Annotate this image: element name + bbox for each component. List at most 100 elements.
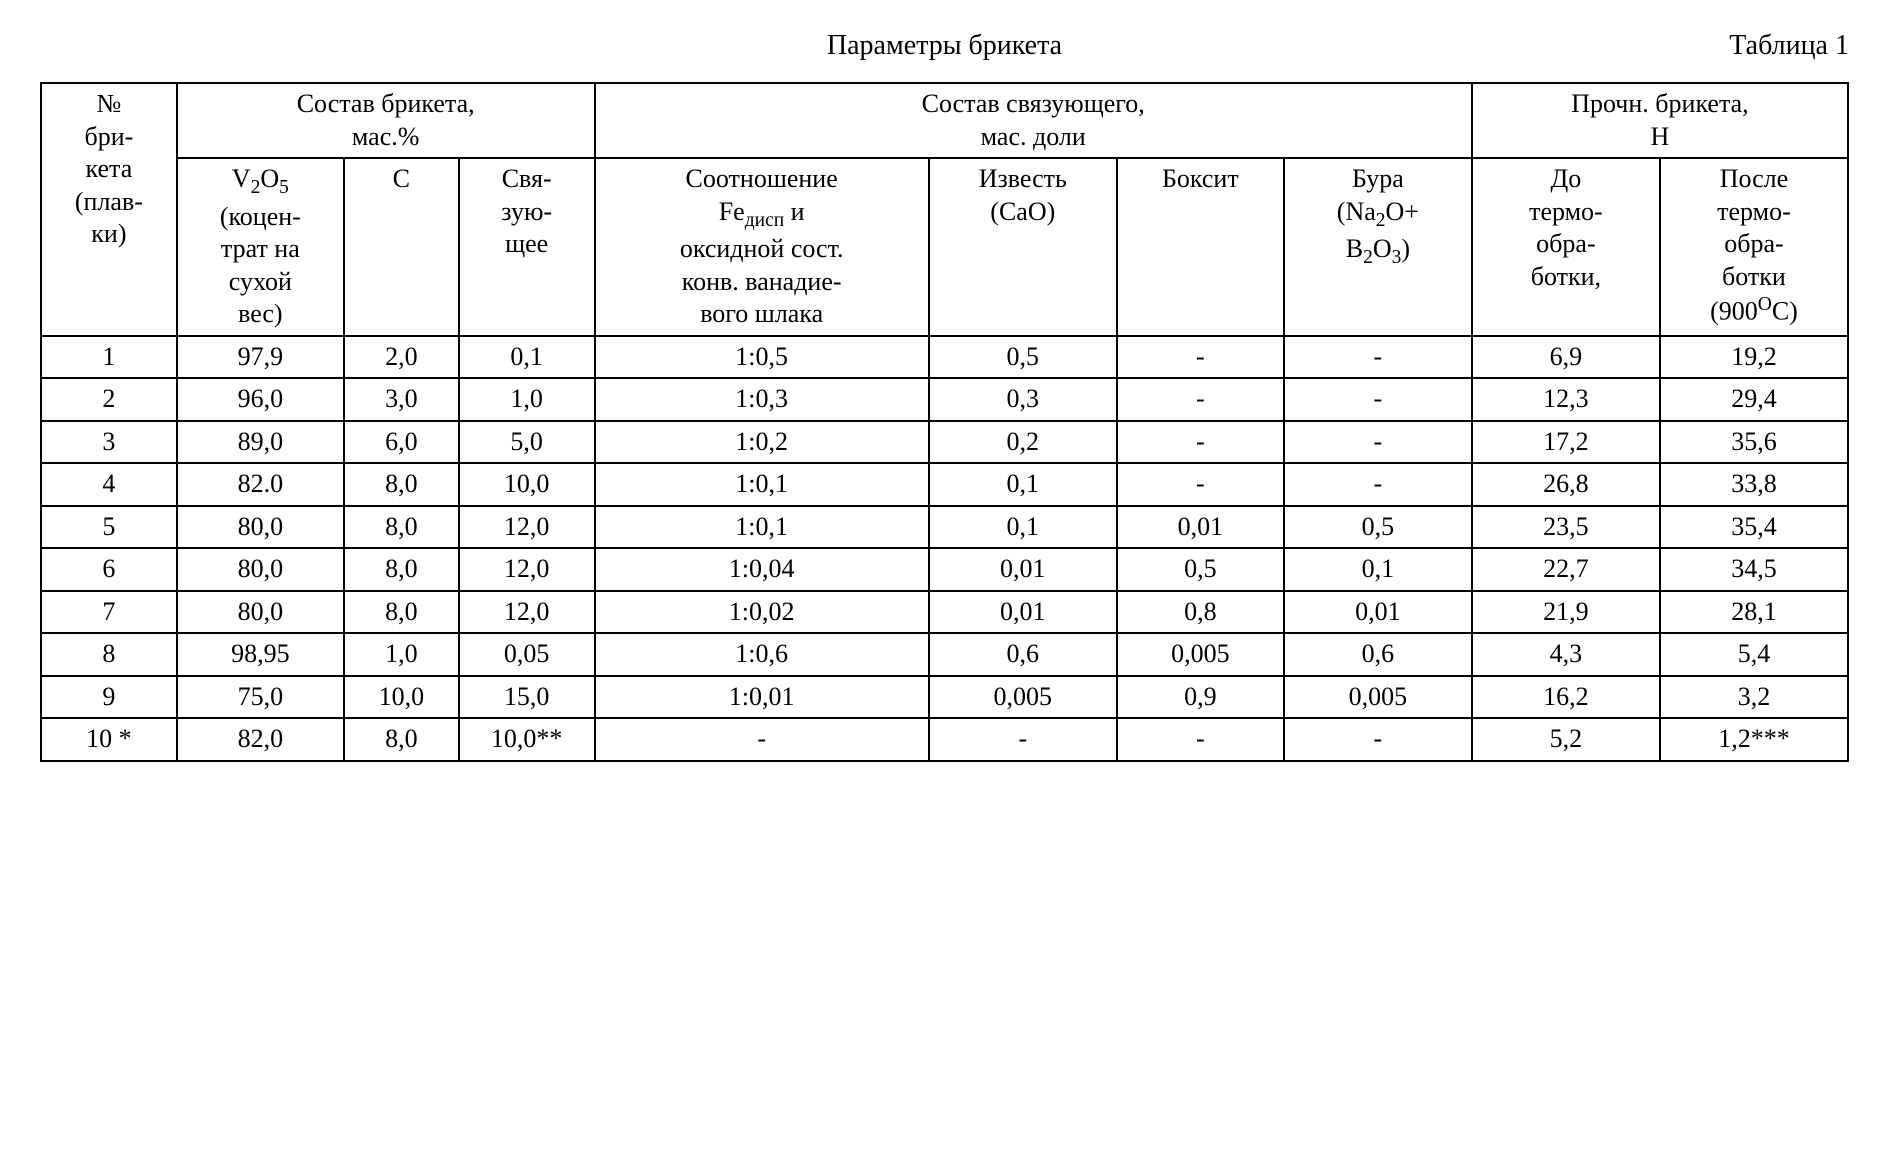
cell-binder: 15,0 [459,676,595,719]
cell-lime: 0,6 [929,633,1117,676]
cell-after: 29,4 [1660,378,1848,421]
cell-binder: 10,0** [459,718,595,761]
cell-lime: 0,5 [929,336,1117,379]
cell-binder: 12,0 [459,591,595,634]
header-num: №бри-кета(плав-ки) [41,83,177,336]
cell-baux: - [1117,463,1284,506]
cell-n: 1 [41,336,177,379]
cell-v2o5: 97,9 [177,336,344,379]
cell-after: 28,1 [1660,591,1848,634]
cell-binder: 1,0 [459,378,595,421]
cell-after: 35,6 [1660,421,1848,464]
header-row-2: V2O5(коцен-трат насухойвес) C Свя-зую-ще… [41,158,1848,336]
cell-after: 34,5 [1660,548,1848,591]
table-row: 580,08,012,01:0,10,10,010,523,535,4 [41,506,1848,549]
cell-n: 9 [41,676,177,719]
header-group-strength: Прочн. брикета,H [1472,83,1848,158]
header-v2o5: V2O5(коцен-трат насухойвес) [177,158,344,336]
cell-ratio: 1:0,1 [595,506,929,549]
cell-v2o5: 82.0 [177,463,344,506]
table-row: 680,08,012,01:0,040,010,50,122,734,5 [41,548,1848,591]
header-after: Послетермо-обра-ботки(900OC) [1660,158,1848,336]
cell-baux: 0,005 [1117,633,1284,676]
header-group-composition: Состав брикета,мас.% [177,83,595,158]
cell-before: 6,9 [1472,336,1660,379]
cell-baux: - [1117,336,1284,379]
cell-n: 3 [41,421,177,464]
cell-ratio: 1:0,6 [595,633,929,676]
cell-binder: 12,0 [459,506,595,549]
cell-c: 3,0 [344,378,459,421]
cell-after: 33,8 [1660,463,1848,506]
cell-v2o5: 82,0 [177,718,344,761]
header-row-1: №бри-кета(плав-ки) Состав брикета,мас.% … [41,83,1848,158]
cell-c: 8,0 [344,548,459,591]
cell-c: 8,0 [344,718,459,761]
table-row: 10 *82,08,010,0**----5,21,2*** [41,718,1848,761]
cell-before: 26,8 [1472,463,1660,506]
cell-v2o5: 98,95 [177,633,344,676]
cell-v2o5: 80,0 [177,548,344,591]
cell-lime: - [929,718,1117,761]
cell-baux: 0,8 [1117,591,1284,634]
header-before: Дотермо-обра-ботки, [1472,158,1660,336]
cell-baux: - [1117,718,1284,761]
cell-before: 16,2 [1472,676,1660,719]
cell-baux: 0,5 [1117,548,1284,591]
cell-ratio: 1:0,04 [595,548,929,591]
cell-before: 22,7 [1472,548,1660,591]
cell-ratio: 1:0,2 [595,421,929,464]
cell-binder: 10,0 [459,463,595,506]
table-caption: Параметры брикета Таблица 1 [40,30,1849,62]
cell-v2o5: 80,0 [177,591,344,634]
cell-borax: 0,1 [1284,548,1472,591]
table-row: 389,06,05,01:0,20,2--17,235,6 [41,421,1848,464]
cell-n: 4 [41,463,177,506]
cell-c: 1,0 [344,633,459,676]
cell-borax: - [1284,421,1472,464]
cell-lime: 0,2 [929,421,1117,464]
cell-borax: 0,6 [1284,633,1472,676]
cell-borax: - [1284,718,1472,761]
cell-ratio: 1:0,01 [595,676,929,719]
table-row: 296,03,01,01:0,30,3--12,329,4 [41,378,1848,421]
cell-after: 1,2*** [1660,718,1848,761]
cell-n: 6 [41,548,177,591]
cell-baux: - [1117,421,1284,464]
cell-binder: 0,05 [459,633,595,676]
header-borax: Бура(Na2O+B2O3) [1284,158,1472,336]
cell-c: 8,0 [344,591,459,634]
cell-ratio: 1:0,1 [595,463,929,506]
cell-before: 12,3 [1472,378,1660,421]
header-c: C [344,158,459,336]
table-body: 197,92,00,11:0,50,5--6,919,2296,03,01,01… [41,336,1848,761]
cell-n: 10 * [41,718,177,761]
table-row: 780,08,012,01:0,020,010,80,0121,928,1 [41,591,1848,634]
cell-borax: 0,01 [1284,591,1472,634]
cell-borax: - [1284,336,1472,379]
cell-ratio: 1:0,02 [595,591,929,634]
table-row: 197,92,00,11:0,50,5--6,919,2 [41,336,1848,379]
cell-c: 6,0 [344,421,459,464]
cell-after: 35,4 [1660,506,1848,549]
cell-n: 2 [41,378,177,421]
cell-before: 17,2 [1472,421,1660,464]
cell-binder: 5,0 [459,421,595,464]
cell-c: 10,0 [344,676,459,719]
cell-before: 5,2 [1472,718,1660,761]
header-fe-ratio: СоотношениеFeдисп иоксидной сост.конв. в… [595,158,929,336]
cell-binder: 12,0 [459,548,595,591]
cell-c: 8,0 [344,463,459,506]
cell-lime: 0,005 [929,676,1117,719]
cell-borax: - [1284,378,1472,421]
table-row: 482.08,010,01:0,10,1--26,833,8 [41,463,1848,506]
header-binder: Свя-зую-щее [459,158,595,336]
cell-lime: 0,1 [929,463,1117,506]
header-group-binder: Состав связующего,мас. доли [595,83,1472,158]
cell-v2o5: 96,0 [177,378,344,421]
cell-n: 8 [41,633,177,676]
cell-baux: 0,9 [1117,676,1284,719]
header-bauxite: Боксит [1117,158,1284,336]
cell-v2o5: 75,0 [177,676,344,719]
table-number: Таблица 1 [1669,30,1849,62]
